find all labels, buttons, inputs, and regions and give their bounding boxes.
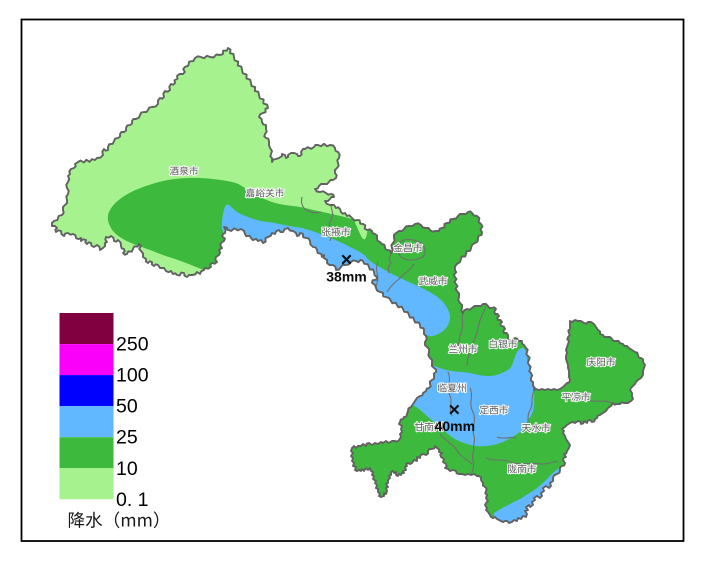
svg-text:100: 100 bbox=[116, 365, 149, 387]
svg-text:40mm: 40mm bbox=[435, 418, 475, 434]
svg-text:10: 10 bbox=[116, 458, 138, 480]
svg-text:38mm: 38mm bbox=[326, 269, 366, 285]
svg-text:50: 50 bbox=[116, 396, 138, 418]
svg-text:0. 1: 0. 1 bbox=[116, 489, 149, 511]
svg-text:25: 25 bbox=[116, 427, 138, 449]
svg-text:250: 250 bbox=[116, 334, 149, 356]
